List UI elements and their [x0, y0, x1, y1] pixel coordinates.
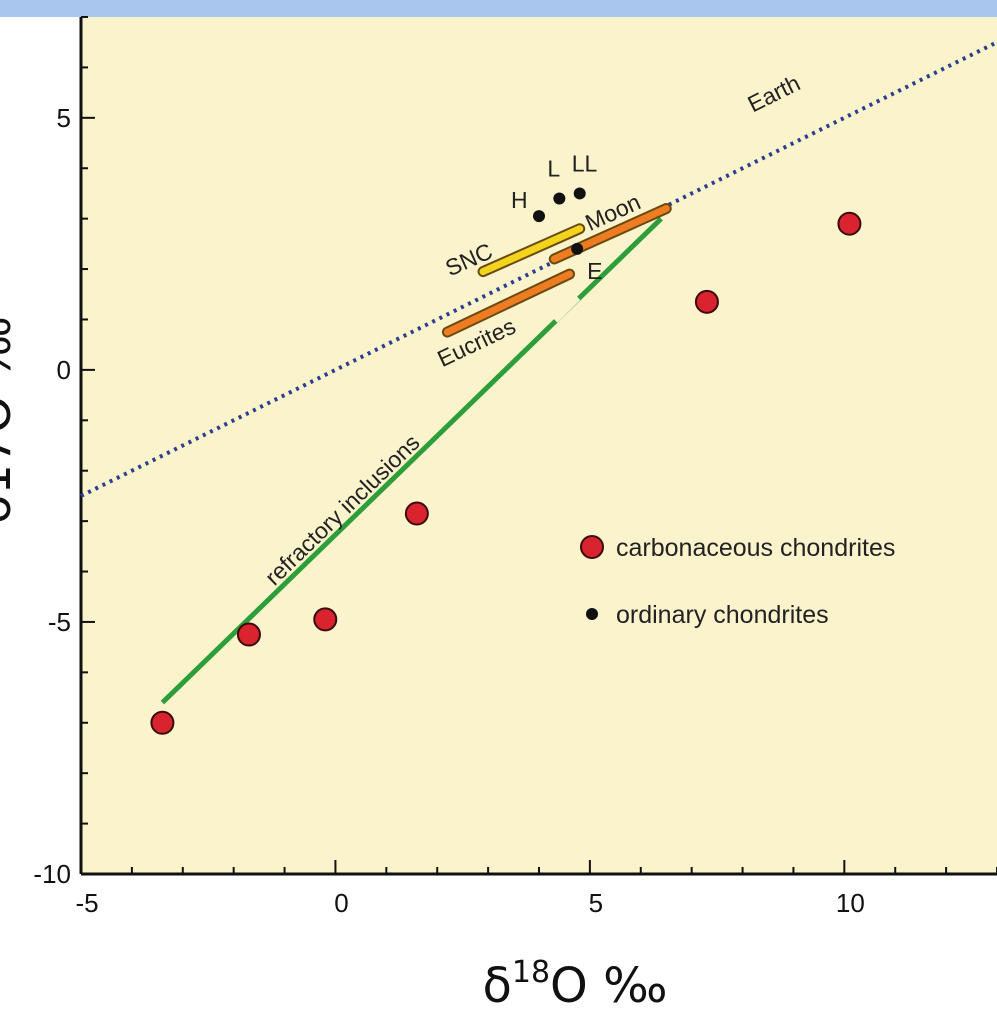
- snc-band: [479, 225, 584, 276]
- ordinary-chondrite-point: [571, 242, 584, 255]
- data-points: HL LLE: [150, 150, 862, 735]
- ordinary-chondrite-point: [573, 187, 586, 200]
- legend-marker-carbonaceous: [580, 535, 604, 559]
- x-axis-label: δ18O ‰: [482, 955, 667, 1014]
- legend-label-ordinary: ordinary chondrites: [616, 601, 829, 629]
- carbonaceous-chondrite-point: [236, 622, 261, 647]
- x-tick-label: 0: [334, 888, 348, 918]
- ordinary-chondrite-point: [533, 210, 545, 223]
- top-header-band: [0, 0, 997, 17]
- point-label-l: L: [547, 155, 560, 181]
- carbonaceous-chondrite-point: [150, 710, 175, 735]
- axes: -5 0 5 10-10-505: [33, 16, 997, 918]
- point-label-h: H: [511, 187, 528, 213]
- y-tick-label: -10: [33, 859, 71, 889]
- point-label-e: E: [587, 258, 602, 284]
- carbonaceous-chondrite-point: [404, 501, 429, 526]
- carbonaceous-chondrite-point: [694, 289, 719, 314]
- carbonaceous-chondrite-point: [313, 607, 338, 632]
- y-tick-label: -5: [48, 607, 71, 637]
- x-tick-label: 5: [589, 888, 603, 918]
- y-tick-label: 0: [57, 355, 71, 385]
- y-axis-label: δ17O ‰: [0, 316, 22, 524]
- x-label-rest: O ‰: [550, 958, 667, 1014]
- line-gap: [551, 293, 581, 323]
- eucrites-band: [443, 270, 574, 336]
- plot-area: [81, 17, 997, 874]
- point-label-ll: LL: [572, 150, 598, 176]
- earth-line: [80, 40, 997, 498]
- ordinary-chondrite-point: [553, 192, 566, 205]
- legend-marker-ordinary: [586, 608, 598, 620]
- y-tick-label: 5: [57, 103, 71, 133]
- x-tick-label: 10: [836, 888, 865, 918]
- legend: carbonaceous chondrites ordinary chondrit…: [580, 534, 895, 629]
- x-tick-label: -5: [75, 888, 98, 918]
- x-label-superscript: 18: [512, 955, 550, 990]
- legend-label-carbonaceous: carbonaceous chondrites: [616, 534, 895, 562]
- x-label-delta: δ: [482, 958, 511, 1014]
- carbonaceous-chondrite-point: [837, 211, 862, 236]
